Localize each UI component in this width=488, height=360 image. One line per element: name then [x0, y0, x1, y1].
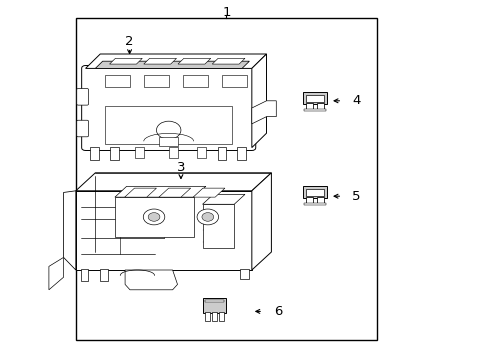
Bar [303, 203, 325, 205]
Text: 5: 5 [351, 190, 360, 203]
Bar [305, 95, 323, 102]
Bar [135, 147, 144, 158]
Text: 6: 6 [273, 305, 282, 318]
Text: 2: 2 [125, 35, 134, 48]
Bar [204, 300, 224, 302]
Polygon shape [159, 188, 190, 197]
Polygon shape [63, 191, 76, 270]
Text: 3: 3 [176, 161, 185, 174]
Bar [305, 189, 323, 196]
Bar [105, 75, 129, 87]
Polygon shape [85, 54, 266, 68]
Polygon shape [251, 54, 266, 148]
FancyBboxPatch shape [77, 120, 88, 137]
Polygon shape [125, 270, 177, 290]
Bar [144, 75, 168, 87]
Polygon shape [124, 188, 156, 197]
Polygon shape [76, 191, 251, 270]
Polygon shape [212, 58, 244, 64]
Bar [302, 186, 326, 198]
Polygon shape [76, 173, 271, 191]
Bar [316, 197, 323, 204]
Bar [218, 312, 224, 321]
Bar [302, 92, 326, 104]
Polygon shape [193, 188, 224, 197]
Polygon shape [95, 61, 249, 68]
FancyBboxPatch shape [77, 89, 88, 105]
Bar [202, 204, 234, 248]
Bar [115, 197, 194, 237]
Bar [197, 147, 205, 158]
Bar [105, 106, 232, 144]
Bar [204, 312, 210, 321]
Bar [303, 109, 325, 111]
Bar [168, 147, 177, 158]
Bar [222, 75, 246, 87]
Bar [316, 103, 323, 110]
Circle shape [148, 213, 160, 221]
Polygon shape [178, 58, 210, 64]
Polygon shape [251, 101, 276, 124]
Bar [183, 75, 207, 87]
Polygon shape [143, 58, 176, 64]
Bar [76, 18, 376, 340]
Bar [305, 197, 312, 204]
Bar [159, 137, 178, 146]
Polygon shape [115, 186, 205, 197]
Bar [237, 147, 245, 160]
Circle shape [143, 209, 164, 225]
Polygon shape [202, 194, 244, 204]
Text: 4: 4 [351, 94, 360, 107]
Text: 1: 1 [222, 6, 230, 19]
Bar [239, 269, 249, 279]
Polygon shape [109, 58, 142, 64]
Bar [100, 269, 107, 281]
Bar [217, 147, 226, 160]
Bar [81, 269, 88, 281]
Circle shape [202, 213, 213, 221]
Polygon shape [251, 173, 271, 270]
Bar [203, 298, 226, 313]
Polygon shape [49, 257, 63, 290]
Bar [211, 312, 217, 321]
Circle shape [197, 209, 218, 225]
Circle shape [156, 121, 181, 139]
Bar [110, 147, 119, 160]
FancyBboxPatch shape [81, 66, 255, 150]
Bar [90, 147, 99, 160]
Bar [305, 103, 312, 110]
